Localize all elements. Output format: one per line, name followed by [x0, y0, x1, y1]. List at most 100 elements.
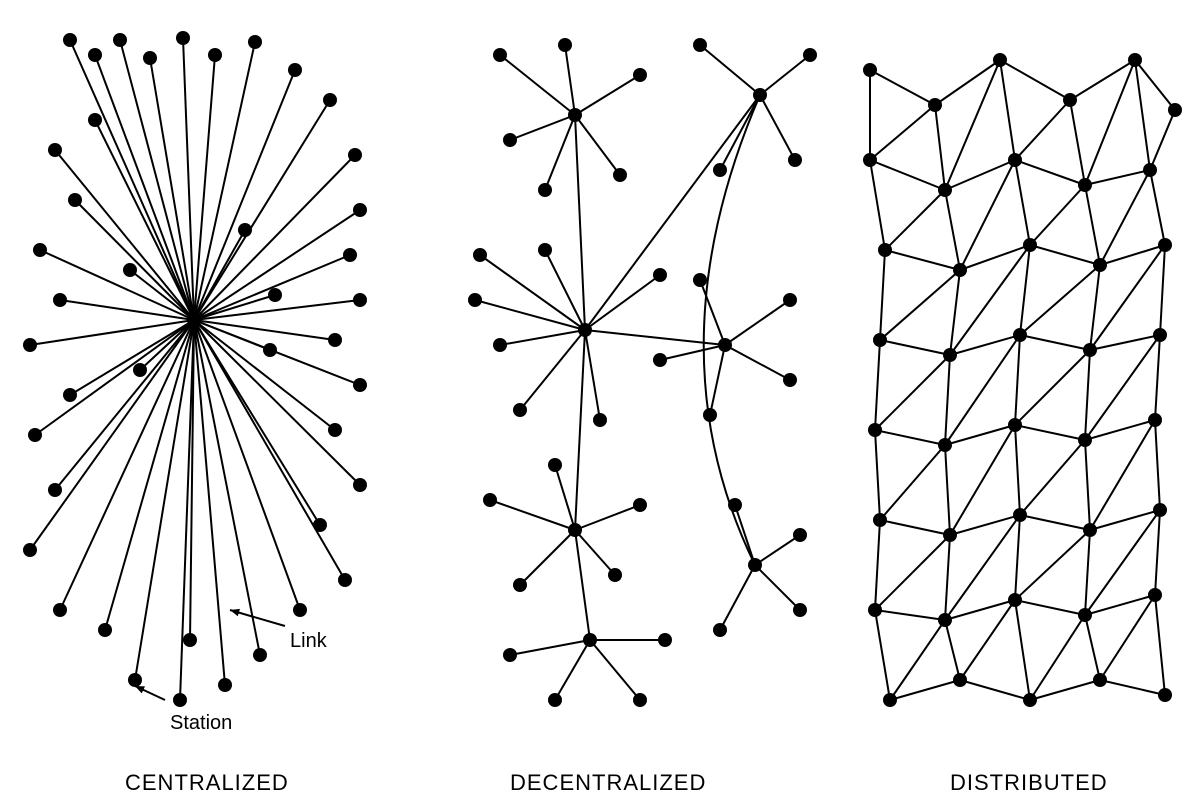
distributed-link	[1155, 335, 1160, 420]
centralized-station	[208, 48, 222, 62]
centralized-link	[60, 320, 194, 610]
centralized-link	[183, 38, 194, 320]
centralized-station	[353, 378, 367, 392]
centralized-station	[48, 483, 62, 497]
decentralized-link	[520, 330, 585, 410]
distributed-link	[1100, 680, 1165, 695]
distributed-link	[875, 355, 950, 430]
distributed-link	[870, 160, 885, 250]
distributed-station	[943, 348, 957, 362]
network-diagram	[0, 0, 1200, 797]
centralized-station	[33, 243, 47, 257]
decentralized-station	[753, 88, 767, 102]
centralized-station	[353, 203, 367, 217]
decentralized-link	[755, 565, 800, 610]
centralized-station	[353, 293, 367, 307]
distributed-station	[1153, 328, 1167, 342]
distributed-link	[1030, 245, 1100, 265]
centralized-station	[143, 51, 157, 65]
decentralized-link	[480, 255, 585, 330]
centralized-station	[288, 63, 302, 77]
distributed-link	[935, 105, 945, 190]
decentralized-station	[633, 498, 647, 512]
centralized-station	[128, 673, 142, 687]
centralized-station	[218, 678, 232, 692]
centralized-link	[194, 42, 255, 320]
decentralized-station	[783, 373, 797, 387]
decentralized-link	[575, 75, 640, 115]
distributed-station	[928, 98, 942, 112]
centralized-station	[348, 148, 362, 162]
centralized-station	[23, 543, 37, 557]
centralized-station	[113, 33, 127, 47]
distributed-link	[1015, 515, 1020, 600]
centralized-station	[68, 193, 82, 207]
decentralized-link	[700, 45, 760, 95]
distributed-station	[1093, 258, 1107, 272]
centralized-station	[98, 623, 112, 637]
distributed-link	[875, 340, 880, 430]
decentralized-station	[783, 293, 797, 307]
decentralized-link	[710, 345, 725, 415]
distributed-station	[953, 263, 967, 277]
caption-centralized: CENTRALIZED	[125, 770, 289, 796]
decentralized-station	[493, 48, 507, 62]
distributed-link	[960, 600, 1015, 680]
decentralized-link	[755, 535, 800, 565]
decentralized-link	[760, 95, 795, 160]
distributed-link	[1015, 530, 1090, 600]
centralized-station	[253, 648, 267, 662]
distributed-link	[880, 340, 950, 355]
centralized-station	[88, 48, 102, 62]
centralized-station	[63, 33, 77, 47]
distributed-link	[885, 250, 960, 270]
distributed-link	[1015, 100, 1070, 160]
distributed-link	[875, 610, 945, 620]
decentralized-station	[633, 68, 647, 82]
centralized-station	[88, 113, 102, 127]
distributed-link	[1015, 425, 1020, 515]
distributed-station	[868, 603, 882, 617]
centralized-link	[194, 100, 330, 320]
distributed-station	[1148, 588, 1162, 602]
distributed-link	[1150, 110, 1175, 170]
distributed-station	[938, 183, 952, 197]
decentralized-link	[575, 330, 585, 530]
distributed-station	[1158, 688, 1172, 702]
decentralized-station	[483, 493, 497, 507]
decentralized-link	[555, 640, 590, 700]
distributed-link	[875, 520, 880, 610]
centralized-hub	[187, 313, 201, 327]
decentralized-station	[578, 323, 592, 337]
distributed-link	[1085, 350, 1090, 440]
distributed-station	[1078, 178, 1092, 192]
distributed-link	[880, 270, 960, 340]
centralized-station	[133, 363, 147, 377]
caption-decentralized: DECENTRALIZED	[510, 770, 706, 796]
decentralized-station	[803, 48, 817, 62]
link-arrow-head	[230, 609, 240, 616]
distributed-station	[863, 153, 877, 167]
distributed-station	[953, 673, 967, 687]
decentralized-station	[493, 338, 507, 352]
distributed-station	[1063, 93, 1077, 107]
decentralized-link	[500, 55, 575, 115]
decentralized-station	[558, 38, 572, 52]
distributed-station	[1013, 328, 1027, 342]
distributed-link	[1015, 160, 1085, 185]
distributed-link	[1000, 60, 1070, 100]
distributed-link	[875, 430, 880, 520]
distributed-station	[1078, 608, 1092, 622]
decentralized-link	[575, 530, 590, 640]
decentralized-station	[538, 243, 552, 257]
centralized-station	[313, 518, 327, 532]
distributed-station	[863, 63, 877, 77]
distributed-link	[945, 190, 960, 270]
centralized-link	[194, 55, 215, 320]
distributed-station	[1128, 53, 1142, 67]
centralized-station	[48, 143, 62, 157]
distributed-link	[1085, 170, 1150, 185]
centralized-station	[353, 478, 367, 492]
centralized-station	[63, 388, 77, 402]
decentralized-link	[735, 505, 755, 565]
